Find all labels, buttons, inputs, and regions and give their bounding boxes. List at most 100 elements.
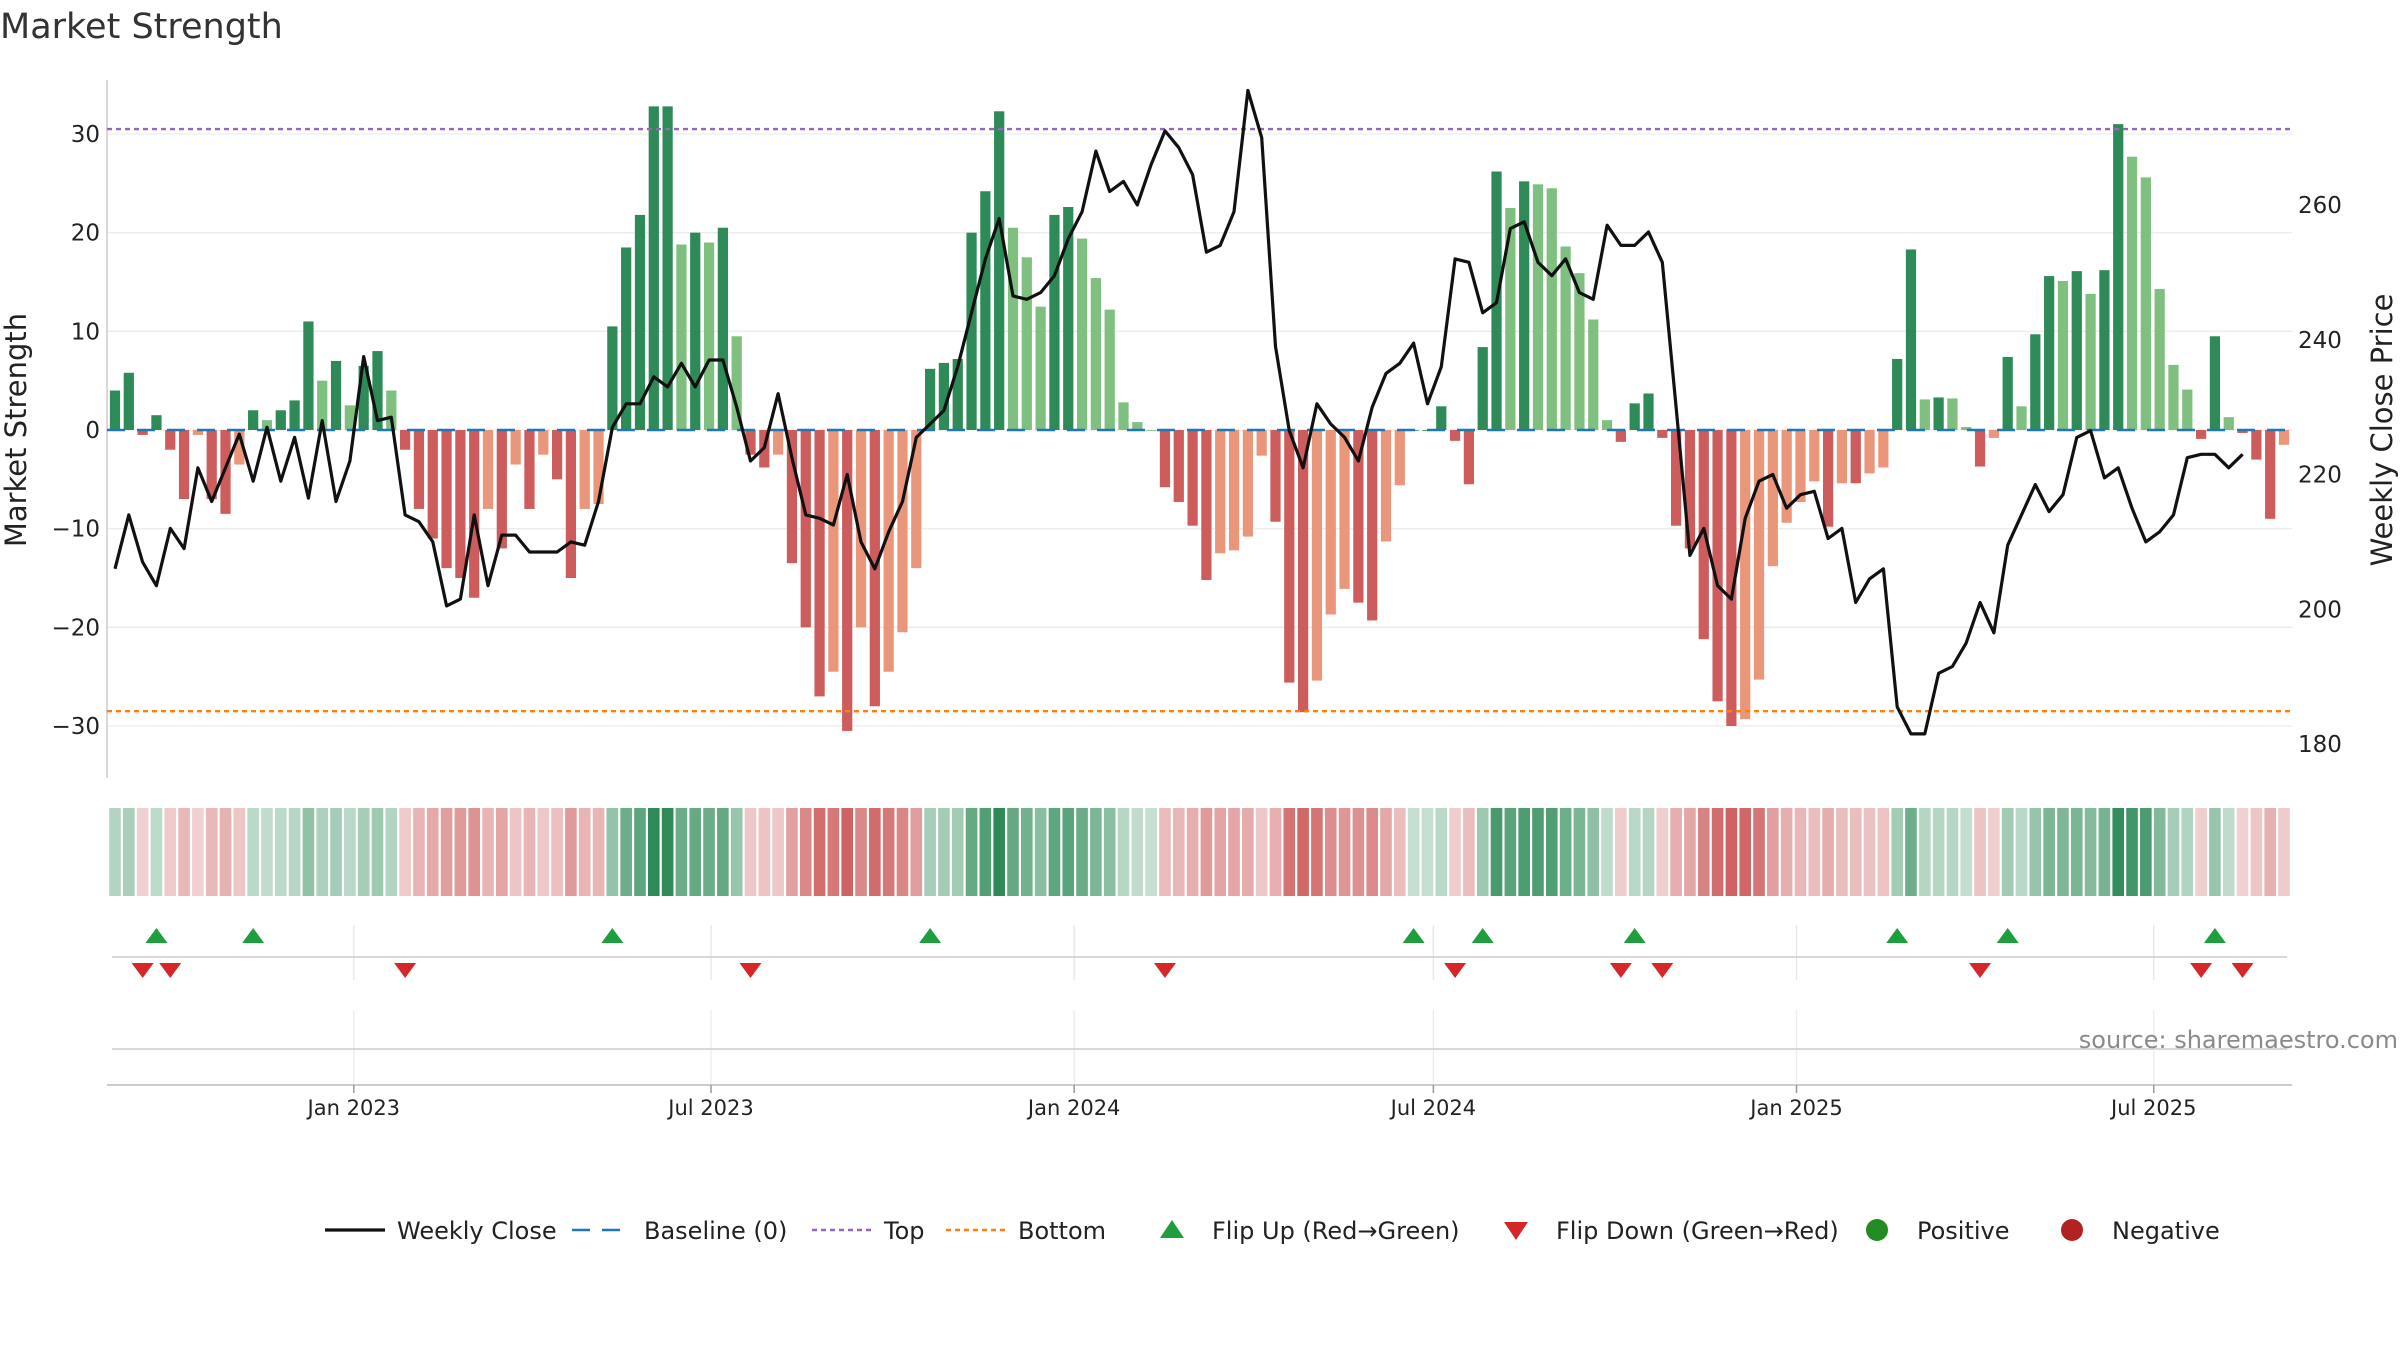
strip-cell [1476, 808, 1489, 896]
strength-bar [1795, 430, 1806, 503]
strength-bar [2209, 336, 2221, 430]
strength-bar [1988, 430, 1999, 438]
strip-cell [192, 808, 204, 896]
strength-bar [2237, 430, 2248, 433]
strength-bar [855, 430, 867, 628]
strip-cell [2195, 808, 2207, 896]
strip-cell [1159, 808, 1171, 896]
strength-bar [2085, 293, 2096, 430]
strength-bar [2099, 270, 2110, 430]
flip-down-marker [739, 963, 762, 978]
strip-cell [1946, 808, 1959, 896]
strip-cell [1753, 808, 1765, 896]
strength-bar [634, 214, 646, 430]
strip-cell [703, 808, 715, 896]
strength-bar [1463, 430, 1475, 485]
strength-bar [1933, 397, 1944, 430]
legend-label-positive: Positive [1917, 1217, 2010, 1245]
strength-bar [358, 365, 369, 430]
strength-bar [2057, 281, 2069, 430]
legend-label-bottom: Bottom [1018, 1217, 1106, 1245]
strip-cell [274, 808, 287, 896]
strip-cell [496, 808, 508, 896]
y2-tick-label: 180 [2298, 732, 2342, 758]
strip-cell [951, 808, 964, 896]
strength-bar [1242, 430, 1253, 537]
strip-cell [1214, 808, 1227, 896]
y2-axis-label: Weekly Close Price [2365, 294, 2399, 567]
x-tick-label: Jul 2024 [1389, 1096, 1476, 1120]
strength-bar [1284, 430, 1295, 683]
strip-cell [2278, 808, 2290, 896]
strength-bar [1118, 402, 1129, 430]
strip-cell [924, 808, 936, 896]
strip-cell [1449, 808, 1461, 896]
strip-cell [1836, 808, 1848, 896]
strip-cell [1048, 808, 1061, 896]
flip-up-marker [1886, 928, 1909, 943]
strip-cell [578, 808, 591, 896]
strip-cell [620, 808, 632, 896]
strength-bar [261, 420, 273, 430]
strength-bar [344, 405, 355, 430]
strength-bars [109, 106, 2290, 731]
strength-bar [538, 430, 549, 455]
strip-cell [357, 808, 370, 896]
strength-bar [1601, 420, 1613, 430]
strip-cell [1905, 808, 1917, 896]
strength-bar [551, 430, 563, 480]
strength-bar [1049, 214, 1060, 430]
strip-cell [1394, 808, 1406, 896]
strength-bar [1076, 238, 1088, 430]
strip-cell [1172, 808, 1185, 896]
strength-bar [1436, 406, 1447, 430]
strip-cell [730, 808, 743, 896]
x-tick-label: Jan 2024 [1026, 1096, 1121, 1120]
strength-bar [1767, 430, 1778, 567]
strength-bar [773, 430, 784, 455]
grid-lines [107, 133, 2292, 1085]
strip-cell [537, 808, 550, 896]
strip-cell [841, 808, 854, 896]
strength-bar [1007, 227, 1019, 430]
strip-cell [178, 808, 190, 896]
x-tick-label: Jul 2025 [2109, 1096, 2196, 1120]
flip-down-marker [1444, 963, 1467, 978]
strip-cell [288, 808, 301, 896]
strength-bar [123, 372, 134, 430]
strength-bar [1187, 430, 1198, 526]
strip-cell [1559, 808, 1572, 896]
strip-cell [1615, 808, 1627, 896]
strip-cell [938, 808, 950, 896]
flip-down-marker [131, 963, 154, 978]
strength-bar [621, 247, 632, 430]
strip-cell [523, 808, 536, 896]
strength-bar [109, 390, 121, 430]
strength-bar [1560, 246, 1571, 430]
flip-up-marker [1471, 928, 1494, 943]
strip-cell [1656, 808, 1669, 896]
strip-cell [1490, 808, 1503, 896]
strip-cell [2236, 808, 2249, 896]
strength-bar [1215, 430, 1226, 554]
strength-bar [2182, 389, 2193, 430]
strength-bar [703, 242, 715, 430]
strength-bar [524, 430, 535, 509]
strength-bar [1546, 188, 1557, 430]
strength-bar [317, 380, 328, 430]
strength-bar [151, 415, 162, 430]
strength-bar [1878, 430, 1889, 468]
legend-label-baseline: Baseline (0) [644, 1217, 787, 1245]
strip-cell [882, 808, 895, 896]
legend-swatch-flip-up [1160, 1220, 1184, 1238]
strength-bar [966, 232, 977, 430]
strength-bar [1905, 249, 1917, 430]
strength-bar [2113, 124, 2124, 430]
strength-bar [842, 430, 853, 731]
strip-cell [1863, 808, 1876, 896]
strength-bar [441, 430, 452, 569]
strength-bar [1809, 430, 1820, 482]
strip-cell [2098, 808, 2111, 896]
strip-cell [758, 808, 771, 896]
strip-cell [965, 808, 978, 896]
